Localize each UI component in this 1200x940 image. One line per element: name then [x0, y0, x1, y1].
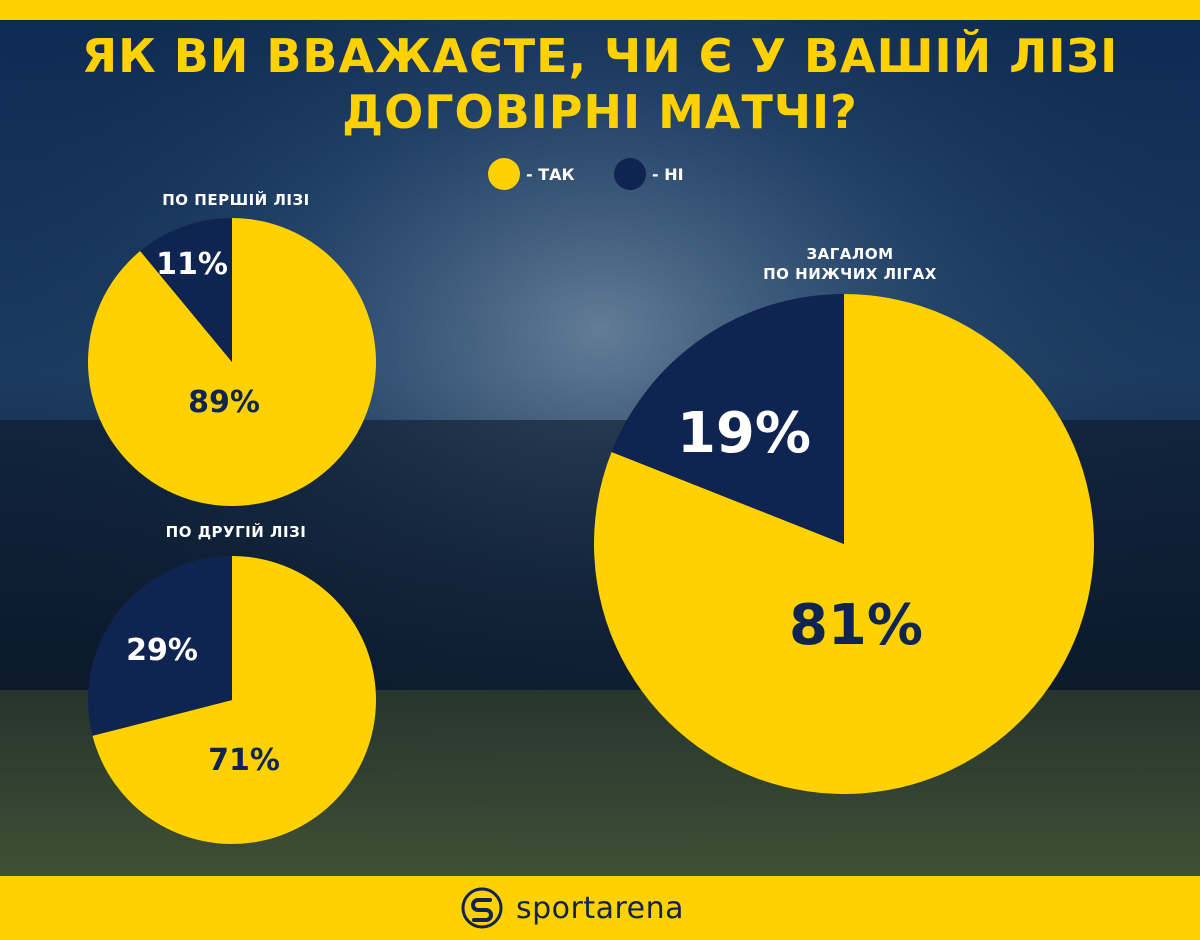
chart-title-overall: ЗАГАЛОМ ПО НИЖЧИХ ЛІГАХ — [700, 244, 1000, 284]
sportarena-logo-icon — [461, 887, 503, 929]
title-line-2: ДОГОВІРНІ МАТЧІ? — [342, 85, 858, 139]
legend-swatch-no — [614, 158, 646, 190]
pie-label-no-first-league: 11% — [156, 247, 228, 282]
chart-title-second-league: ПО ДРУГІЙ ЛІЗІ — [165, 523, 307, 541]
legend-item-yes: - ТАК — [488, 158, 575, 190]
legend: - ТАК - НІ — [0, 158, 1200, 190]
legend-item-no: - НІ — [614, 158, 684, 190]
pie-slice-yes-second-league — [92, 556, 377, 844]
pie-slice-yes-first-league — [87, 218, 376, 507]
pie-chart-overall: 81% 19% — [594, 294, 1094, 794]
pie-slice-no-first-league — [140, 218, 232, 362]
top-accent-bar — [0, 0, 1200, 20]
brand-name: sportarena — [516, 890, 685, 926]
bottom-accent-bar — [0, 876, 1200, 940]
pie-slice-no-overall — [611, 294, 844, 544]
brand-logo: sportarena — [460, 884, 684, 932]
chart-title-overall-line-2: ПО НИЖЧИХ ЛІГАХ — [763, 265, 937, 283]
chart-title-overall-line-1: ЗАГАЛОМ — [806, 245, 894, 263]
chart-title-first-league: ПО ПЕРШІЙ ЛІЗІ — [162, 191, 310, 209]
legend-label-yes: - ТАК — [526, 164, 575, 184]
pie-label-no-second-league: 29% — [126, 633, 198, 668]
pie-slice-no-second-league — [87, 556, 232, 736]
pie-chart-second-league: 71% 29% — [87, 556, 377, 844]
title-line-1: ЯК ВИ ВВАЖАЄТЕ, ЧИ Є У ВАШІЙ ЛІЗІ — [81, 29, 1119, 83]
pie-label-no-overall: 19% — [677, 401, 811, 466]
legend-swatch-yes — [488, 158, 520, 190]
pie-chart-first-league: 89% 11% — [87, 218, 376, 507]
pie-label-yes-second-league: 71% — [208, 743, 280, 778]
page-title: ЯК ВИ ВВАЖАЄТЕ, ЧИ Є У ВАШІЙ ЛІЗІ ДОГОВІ… — [0, 28, 1200, 140]
pie-label-yes-first-league: 89% — [188, 385, 260, 420]
legend-label-no: - НІ — [652, 164, 684, 184]
pie-label-yes-overall: 81% — [789, 593, 923, 658]
